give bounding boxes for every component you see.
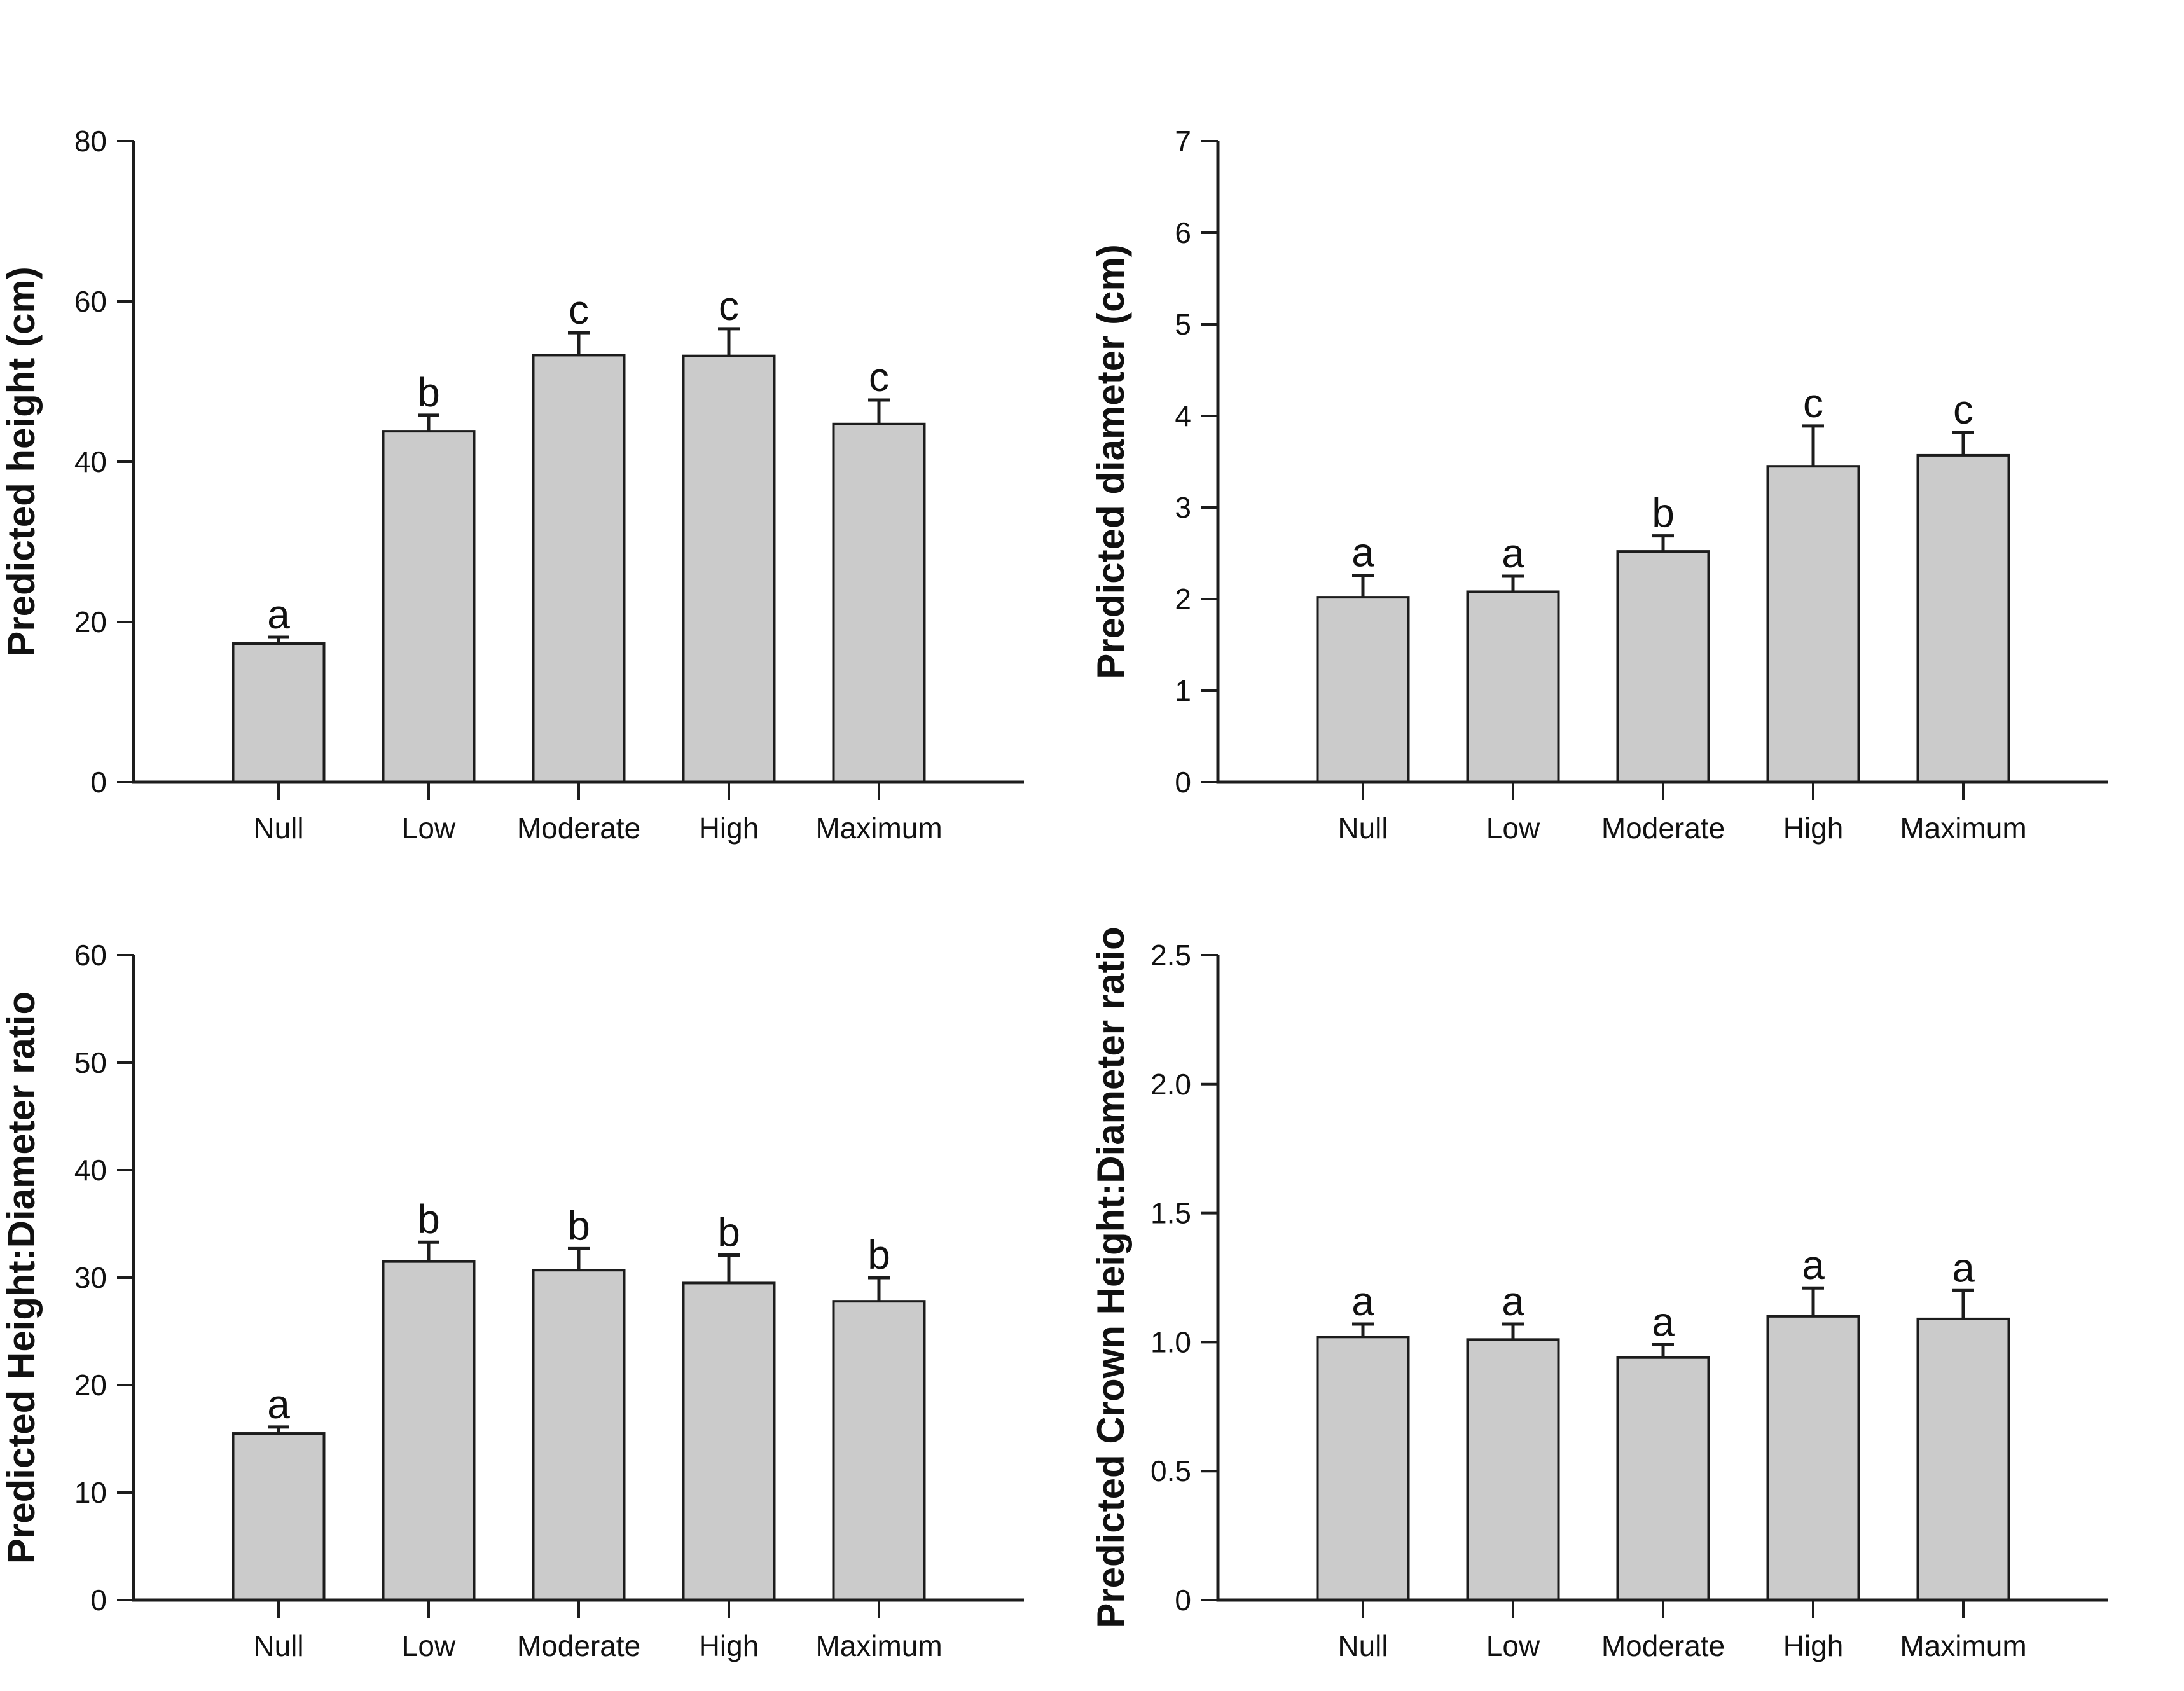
x-category-label: Maximum	[815, 1629, 942, 1662]
sig-letter: a	[1502, 530, 1524, 576]
bar	[832, 422, 926, 783]
y-tick-label: 0	[1175, 766, 1191, 799]
x-category-label: High	[699, 1629, 759, 1662]
sig-letter: b	[567, 1203, 590, 1248]
sig-letter: a	[1952, 1245, 1975, 1290]
bar-chart-predicted-diameter: a Null a Low b Moderate c High c Maximum 0 1 2 3 4 5 6 7 P…	[1092, 125, 2108, 845]
x-category-label: Low	[1486, 811, 1540, 845]
sig-letter: a	[1652, 1299, 1675, 1344]
bar	[1766, 465, 1860, 783]
bar	[232, 642, 326, 784]
y-tick-label: 60	[74, 285, 107, 318]
x-category-label: Null	[253, 811, 303, 845]
y-tick-label: 2.0	[1151, 1068, 1191, 1101]
bar	[682, 354, 776, 783]
x-category-label: Low	[402, 1629, 456, 1662]
chart-predicted-height: a Null b Low c Moderate c High c Maximum 0 20 40 60 80…	[0, 0, 1092, 846]
bar	[232, 1432, 326, 1601]
bar	[1616, 550, 1710, 783]
y-tick-label: 20	[74, 1369, 107, 1402]
x-category-label: High	[1783, 811, 1844, 845]
y-tick-label: 1.5	[1151, 1197, 1191, 1230]
y-axis-title: Predicted height (cm)	[0, 266, 43, 656]
sig-letter: c	[869, 354, 889, 400]
y-tick-label: 80	[74, 125, 107, 158]
bar-chart-crown-height-diameter-ratio: a Null a Low a Moderate a High a Maximum 0 0.5 1.0 1.…	[1092, 927, 2108, 1662]
bar	[1916, 1317, 2010, 1601]
sig-letter: a	[1502, 1278, 1524, 1324]
y-tick-label: 6	[1175, 216, 1191, 249]
y-tick-label: 30	[74, 1261, 107, 1294]
y-tick-label: 2.5	[1151, 939, 1191, 972]
sig-letter: b	[867, 1232, 890, 1278]
bar	[1916, 453, 2010, 783]
bar	[382, 430, 476, 783]
y-tick-label: 2	[1175, 583, 1191, 616]
y-tick-label: 5	[1175, 308, 1191, 341]
sig-letter: a	[1351, 1278, 1374, 1324]
x-category-label: Moderate	[1601, 1629, 1725, 1662]
bar	[1616, 1356, 1710, 1602]
y-tick-label: 0.5	[1151, 1454, 1191, 1487]
y-tick-label: 0	[1175, 1584, 1191, 1617]
bar	[1466, 590, 1560, 783]
bar	[682, 1281, 776, 1601]
y-axis-title: Predicted Crown Height:Diameter ratio	[1092, 927, 1132, 1629]
bar-chart-predicted-height: a Null b Low c Moderate c High c Maximum 0 20 40 60 80…	[0, 125, 1024, 845]
y-tick-label: 60	[74, 939, 107, 972]
sig-letter: a	[1802, 1242, 1825, 1288]
bar	[1316, 596, 1410, 783]
x-category-label: Moderate	[517, 1629, 640, 1662]
bar	[382, 1260, 476, 1601]
sig-letter: c	[569, 287, 589, 333]
x-category-label: Low	[1486, 1629, 1540, 1662]
x-category-label: Moderate	[517, 811, 640, 845]
sig-letter: b	[1652, 490, 1675, 536]
bar	[832, 1300, 926, 1601]
bar-chart-height-diameter-ratio: a Null b Low b Moderate b High b Maximum 0 10 20 30 40…	[0, 939, 1024, 1662]
bar	[532, 354, 626, 783]
bar	[532, 1269, 626, 1601]
sig-letter: b	[717, 1210, 740, 1255]
x-category-label: Low	[402, 811, 456, 845]
y-tick-label: 0	[90, 1584, 107, 1617]
y-tick-label: 1	[1175, 674, 1191, 707]
y-tick-label: 4	[1175, 399, 1191, 432]
bar	[1766, 1315, 1860, 1602]
y-tick-label: 3	[1175, 491, 1191, 524]
x-category-label: High	[699, 811, 759, 845]
x-category-label: Maximum	[815, 811, 942, 845]
x-category-label: Null	[253, 1629, 303, 1662]
x-category-label: Null	[1337, 1629, 1388, 1662]
sig-letter: a	[267, 1381, 290, 1427]
bar	[1316, 1336, 1410, 1602]
x-category-label: Moderate	[1601, 811, 1725, 845]
sig-letter: c	[1953, 387, 1973, 432]
sig-letter: c	[719, 283, 739, 329]
sig-letter: c	[1803, 380, 1823, 426]
y-tick-label: 40	[74, 1154, 107, 1187]
y-tick-label: 20	[74, 605, 107, 638]
y-tick-label: 7	[1175, 125, 1191, 158]
sig-letter: b	[417, 369, 440, 415]
chart-predicted-diameter: a Null a Low b Moderate c High c Maximum 0 1 2 3 4 5 6 7 P…	[1092, 0, 2184, 846]
x-category-label: High	[1783, 1629, 1844, 1662]
y-axis-title: Predicted Height:Diameter ratio	[0, 991, 43, 1564]
chart-height-diameter-ratio: a Null b Low b Moderate b High b Maximum 0 10 20 30 40…	[0, 846, 1092, 1691]
y-tick-label: 50	[74, 1046, 107, 1079]
x-category-label: Maximum	[1900, 1629, 2026, 1662]
y-tick-label: 1.0	[1151, 1325, 1191, 1358]
sig-letter: b	[417, 1196, 440, 1242]
y-tick-label: 10	[74, 1476, 107, 1509]
y-tick-label: 40	[74, 445, 107, 478]
y-tick-label: 0	[90, 766, 107, 799]
y-axis-title: Predicted diameter (cm)	[1092, 244, 1132, 679]
chart-crown-height-diameter-ratio: a Null a Low a Moderate a High a Maximum 0 0.5 1.0 1.…	[1092, 846, 2184, 1691]
sig-letter: a	[267, 591, 290, 637]
x-category-label: Maximum	[1900, 811, 2026, 845]
bar	[1466, 1338, 1560, 1601]
x-category-label: Null	[1337, 811, 1388, 845]
sig-letter: a	[1351, 530, 1374, 576]
